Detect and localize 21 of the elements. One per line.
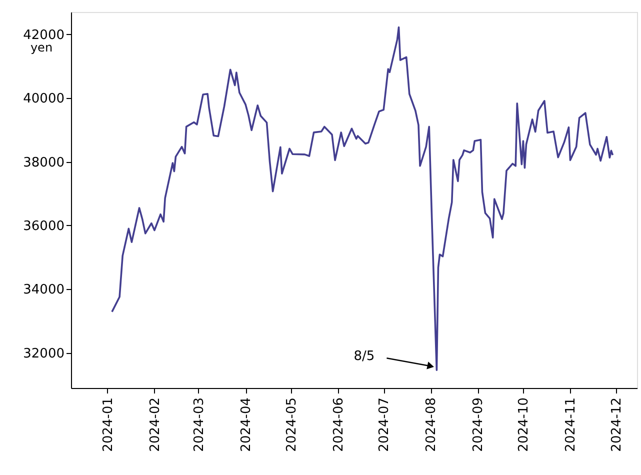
- y-tick-label: 32000: [23, 346, 64, 362]
- y-tick-label: 42000: [23, 28, 64, 43]
- x-tick-label: 2024-09: [471, 398, 486, 452]
- y-tick-label: 40000: [23, 92, 64, 107]
- y-tick-label: 36000: [23, 218, 64, 234]
- line-series: [111, 26, 614, 372]
- y-tick-label: 34000: [23, 282, 64, 298]
- x-tick-label: 2024-11: [564, 398, 579, 452]
- y-tick-label: 38000: [23, 155, 64, 170]
- x-tick-label: 2024-02: [148, 398, 163, 452]
- x-tick-label: 2024-05: [284, 398, 300, 452]
- x-tick-label: 2024-03: [192, 398, 207, 452]
- x-tick-label: 2024-04: [239, 398, 254, 452]
- annotation: 8/5: [354, 349, 375, 364]
- x-tick-label: 2024-01: [100, 398, 116, 452]
- x-tick-label: 2024-10: [516, 398, 532, 452]
- y-axis-title: yen: [30, 40, 53, 54]
- x-tick-label: 2024-07: [377, 398, 392, 452]
- x-tick-label: 2024-08: [424, 398, 440, 452]
- x-tick-label: 2024-06: [332, 398, 347, 452]
- x-tick-label: 2024-12: [609, 398, 624, 452]
